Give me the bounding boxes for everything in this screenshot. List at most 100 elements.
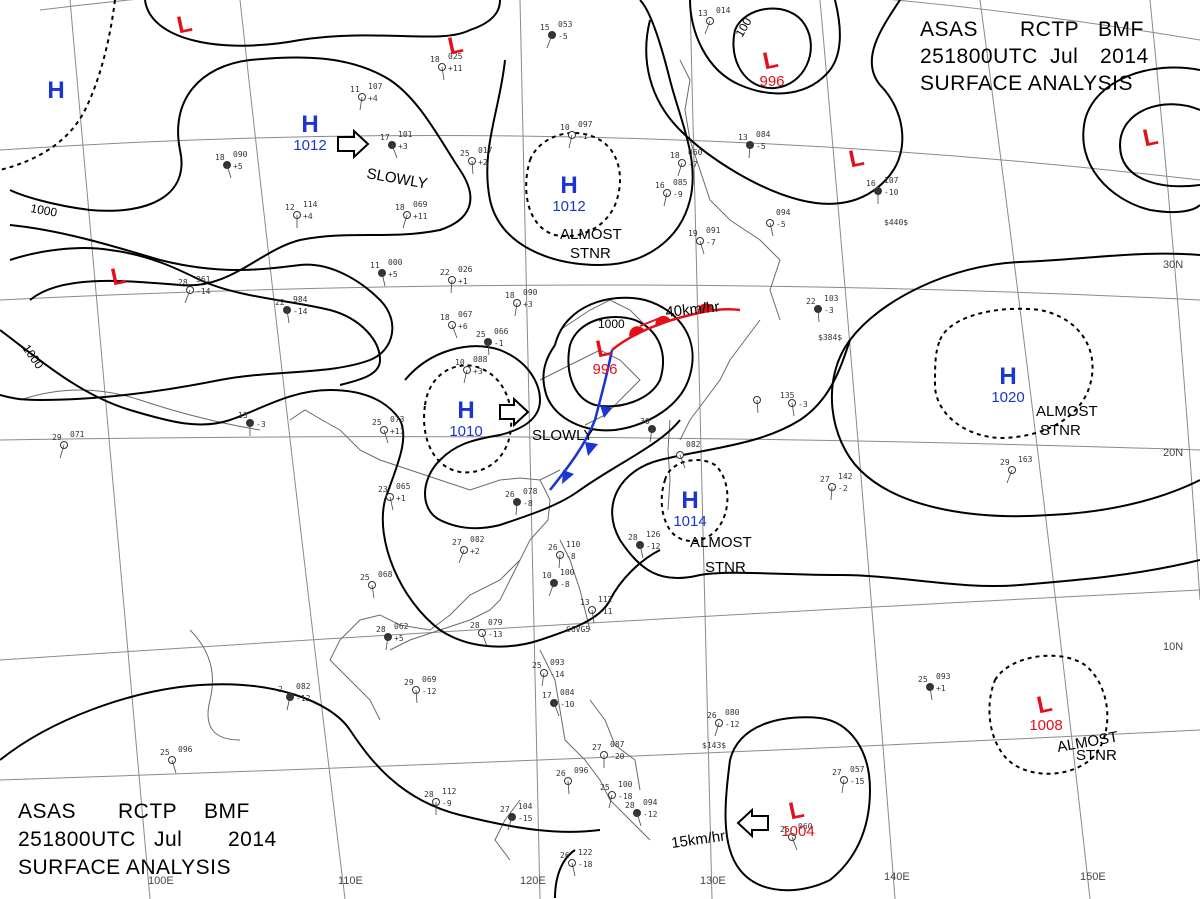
station-value: -20 xyxy=(610,752,625,761)
pressure-center-value: 1020 xyxy=(991,389,1024,406)
station-value: 984 xyxy=(293,295,308,304)
station-plot: 11 000 +5 xyxy=(370,258,403,287)
station-value: 069 xyxy=(413,200,428,209)
station-plot: 18 090 +5 xyxy=(215,150,248,179)
station-value: 060 xyxy=(688,148,703,157)
station-plot: 28 094 -12 xyxy=(625,798,658,827)
station-value: +5 xyxy=(233,162,243,171)
station-value: 142 xyxy=(838,472,853,481)
station-plot: 25 093 +1 xyxy=(918,672,951,701)
wind-barb xyxy=(226,164,232,179)
wind-barb xyxy=(548,582,555,597)
station-value: 107 xyxy=(368,82,383,91)
station-value: 090 xyxy=(523,288,538,297)
station-plot: 25 096 xyxy=(160,745,193,774)
station-plot: 10 100 -8 xyxy=(542,568,575,597)
station-value: 122 xyxy=(578,848,593,857)
wind-barb xyxy=(791,402,795,417)
station-value: -13 xyxy=(488,630,503,639)
station-plot: 26 096 xyxy=(556,766,589,795)
header-year: 2014 xyxy=(1100,45,1149,68)
station-value: 13 xyxy=(698,9,708,18)
station-plot: 19 091 -7 xyxy=(688,226,721,255)
station-value: 25 xyxy=(160,748,170,757)
station-value: 19 xyxy=(688,229,698,238)
station-plot: 25 093 -14 xyxy=(532,658,565,687)
pressure-center-letter: H xyxy=(999,363,1016,390)
station-value: 25 xyxy=(600,783,610,792)
longitude-label: 100E xyxy=(148,875,174,887)
almost-label: ALMOST xyxy=(690,534,752,551)
wind-barb xyxy=(649,428,653,443)
station-value: 23 xyxy=(378,485,388,494)
wind-barb xyxy=(677,162,683,177)
station-plot: 2 082 -12 xyxy=(278,682,311,711)
wind-barb xyxy=(1006,469,1013,484)
latitude-labels: 30N 20N 10N xyxy=(1163,259,1183,653)
wind-barb xyxy=(553,702,560,717)
station-plot: 25 060 xyxy=(780,822,813,851)
pressure-center-letter: L xyxy=(846,144,866,173)
station-value: -12 xyxy=(296,694,311,703)
wind-barb xyxy=(451,324,458,339)
pressure-center-letter: L xyxy=(1034,690,1054,719)
wind-barb xyxy=(679,454,686,469)
pressure-center-letter: L xyxy=(445,31,465,60)
cold-front xyxy=(549,349,614,491)
pressure-center-value: 1012 xyxy=(293,137,326,154)
pressure-center-value: 996 xyxy=(592,361,617,378)
station-value: 100 xyxy=(618,780,633,789)
station-value: 096 xyxy=(178,745,193,754)
latitude-grid xyxy=(0,0,1200,781)
station-value: 163 xyxy=(1018,455,1033,464)
station-value: 28 xyxy=(376,625,386,634)
station-value: 18 xyxy=(395,203,405,212)
station-value: 18 xyxy=(430,55,440,64)
wind-barb xyxy=(385,636,389,651)
station-plot: 17 101 +3 xyxy=(380,130,413,159)
pressure-center-letter: H xyxy=(457,397,474,424)
low-pressure-center: L xyxy=(1140,123,1160,152)
station-value: -18 xyxy=(618,792,633,801)
station-value: -7 xyxy=(688,160,698,169)
station-value: -12 xyxy=(725,720,740,729)
station-value: 126 xyxy=(646,530,661,539)
station-plot: 10 088 +3 xyxy=(455,355,488,384)
station-plot: 15 053 -5 xyxy=(540,20,573,49)
station-plot: 22 103 -3 xyxy=(806,294,839,323)
station-value: 079 xyxy=(488,618,503,627)
station-value: 15 xyxy=(540,23,550,32)
station-value: 12 xyxy=(285,203,295,212)
wind-barb xyxy=(591,609,595,624)
wind-barb xyxy=(663,192,668,207)
wind-barb xyxy=(450,279,453,294)
station-value: 18 xyxy=(215,153,225,162)
wind-barb xyxy=(639,544,644,559)
low-pressure-center: L xyxy=(445,31,465,60)
station-value: +5 xyxy=(388,270,398,279)
pressure-center-letter: L xyxy=(1140,123,1160,152)
station-value: +1 xyxy=(458,277,468,286)
station-value: +3 xyxy=(523,300,533,309)
pressure-centers: HLLH1012H1012L996LLLL996H1010H1020H1014L… xyxy=(47,10,1160,840)
station-value: 071 xyxy=(70,430,85,439)
station-value: -3 xyxy=(256,420,266,429)
station-value: 17 xyxy=(542,691,552,700)
ship-tags: $440$ $384$ $143$ C6VG5 xyxy=(566,218,908,750)
station-value: -12 xyxy=(643,810,658,819)
wind-barb xyxy=(769,222,774,237)
longitude-labels: 100E 110E 120E 130E 140E 150E xyxy=(148,871,1106,887)
station-value: 014 xyxy=(716,6,731,15)
header-agency: ASAS xyxy=(18,800,76,823)
movement-arrow-east-icon xyxy=(499,396,530,428)
station-value: 082 xyxy=(686,440,701,449)
station-value: 082 xyxy=(470,535,485,544)
station-value: 18 xyxy=(440,313,450,322)
header-office: BMF xyxy=(204,800,250,823)
station-value: 094 xyxy=(776,208,791,217)
station-plot: 28 112 -9 xyxy=(424,787,457,815)
coastlines xyxy=(19,59,781,861)
station-value: +2 xyxy=(470,547,480,556)
